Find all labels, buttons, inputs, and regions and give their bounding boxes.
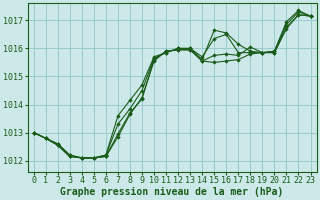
X-axis label: Graphe pression niveau de la mer (hPa): Graphe pression niveau de la mer (hPa)	[60, 186, 284, 197]
